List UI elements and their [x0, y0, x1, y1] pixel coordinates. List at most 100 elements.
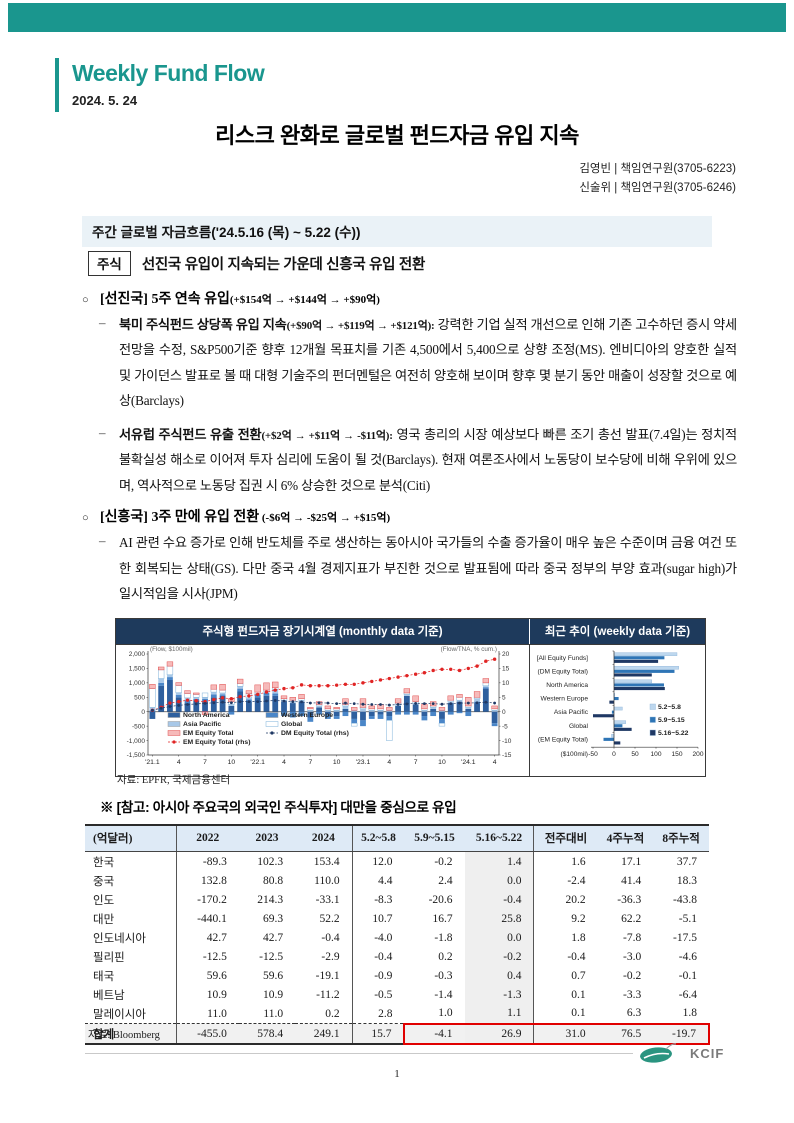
cell-value: 0.4 — [464, 966, 535, 985]
cell-value: 0.7 — [571, 969, 586, 982]
monthly-flow-chart-svg: (Flow, $100mil) (Flow/TNA, % cum.) 2,000 1,… — [127, 646, 512, 766]
cell-value: 59.6 — [206, 969, 227, 982]
cell-value: 11.0 — [207, 1007, 227, 1020]
cell-value: 26.9 — [464, 1022, 535, 1045]
svg-text:200: 200 — [692, 751, 703, 758]
table-source: 자료: Bloomberg — [88, 1030, 160, 1041]
cell-value: 76.5 — [597, 1022, 654, 1045]
cell-value: 0.1 — [571, 988, 586, 1001]
svg-text:Asia Pacific: Asia Pacific — [183, 721, 221, 728]
svg-text:Global: Global — [281, 721, 302, 728]
table-row: 중국 132.8 80.8 110.0 4.4 2.4 0.0 -2.4 41.4 18.3 — [85, 871, 709, 890]
svg-text:-1,000: -1,000 — [127, 738, 146, 745]
cell-value: -8.3 — [374, 893, 393, 906]
table-column-header: 5.9~5.15 — [404, 825, 465, 852]
cell-value: 578.4 — [238, 1023, 296, 1044]
kcif-logo-block: KCIF — [638, 1042, 724, 1064]
cell-value: -12.5 — [202, 950, 227, 963]
table-column-header: 4주누적 — [597, 825, 654, 852]
table-row: 한국 -89.3 102.3 153.4 12.0 -0.2 1.4 1.6 17.1 37.7 — [85, 851, 709, 871]
cell-value: -440.1 — [197, 912, 227, 925]
table-column-header: 8주누적 — [653, 825, 709, 852]
section-header: 주간 글로벌 자금흐름('24.5.16 (목) ~ 5.22 (수)) — [82, 216, 712, 247]
bullet-em-values: (-$6억 → -$25억 → +$15억) — [259, 512, 391, 525]
cell-value: 0.0 — [464, 928, 535, 947]
bullet-dm-values: (+$154억 → +$144억 → +$90억) — [229, 294, 380, 306]
kcif-logo-icon — [640, 1043, 677, 1063]
svg-text:EM Equity Total: EM Equity Total — [183, 730, 234, 737]
cell-value: -3.3 — [623, 988, 642, 1001]
svg-text:Global: Global — [569, 723, 589, 730]
cell-value: 6.3 — [626, 1007, 642, 1020]
cell-value: -17.5 — [673, 931, 697, 944]
para-paren: (+$2억 → +$11억 → -$11억): — [261, 429, 393, 442]
row-label: 말레이시아 — [85, 1004, 177, 1024]
svg-text:EM Equity Total (rhs): EM Equity Total (rhs) — [183, 739, 250, 746]
cell-value: 102.3 — [257, 855, 284, 868]
svg-text:($100mil): ($100mil) — [561, 751, 588, 758]
row-label: 필리핀 — [85, 947, 177, 966]
row-label: 인도네시아 — [85, 928, 177, 947]
cell-value: -19.7 — [653, 1022, 710, 1045]
svg-text:10: 10 — [333, 759, 341, 766]
cell-value: -0.2 — [623, 969, 642, 982]
svg-text:0: 0 — [612, 751, 616, 758]
cell-value: 20.2 — [565, 893, 586, 906]
footer-divider — [85, 1053, 633, 1054]
svg-text:10: 10 — [438, 759, 446, 766]
cell-value: 52.2 — [295, 909, 353, 928]
table-column-header: 5.16~5.22 — [464, 825, 535, 852]
cell-value: 10.9 — [263, 988, 284, 1001]
table-column-header: 전주대비 — [533, 825, 598, 852]
cell-value: -89.3 — [202, 855, 227, 868]
svg-text:Western Europe: Western Europe — [281, 712, 333, 719]
svg-text:4: 4 — [177, 759, 181, 766]
table-column-header: 2024 — [295, 825, 353, 852]
dash-marker: – — [99, 533, 106, 549]
svg-text:7: 7 — [414, 759, 418, 766]
para-lead: 북미 주식펀드 상당폭 유입 지속 — [119, 317, 287, 332]
cell-value: 12.0 — [372, 855, 393, 868]
svg-text:-5: -5 — [502, 723, 508, 730]
svg-text:North America: North America — [183, 712, 230, 719]
table-row: 말레이시아 11.0 11.0 0.2 2.8 1.0 1.1 0.1 6.3 1.8 — [85, 1004, 709, 1024]
svg-text:0: 0 — [502, 709, 506, 716]
authors-block: 김영빈 | 책임연구원(3705-6223) 신술위 | 책임연구원(3705-… — [579, 160, 736, 198]
svg-text:5.16~5.22: 5.16~5.22 — [658, 730, 689, 737]
para-emerging: – AI 관련 수요 증가로 인해 반도체를 주로 생산하는 동아시아 국가들의… — [99, 530, 737, 606]
cell-value: 249.1 — [295, 1023, 353, 1044]
table-row: 인도네시아 42.7 42.7 -0.4 -4.0 -1.8 0.0 1.8 -7.8 -17.5 — [85, 928, 709, 947]
cell-value: 16.7 — [432, 912, 453, 925]
cell-value: 25.8 — [464, 909, 535, 928]
equity-tag-box: 주식 — [88, 251, 131, 276]
svg-text:10: 10 — [228, 759, 236, 766]
cell-value: -12.5 — [259, 950, 284, 963]
row-label: 베트남 — [85, 985, 177, 1004]
cell-value: 2.8 — [378, 1007, 393, 1020]
cell-value: 15.7 — [352, 1023, 405, 1044]
svg-text:-10: -10 — [502, 738, 512, 745]
cell-value: 0.0 — [464, 871, 535, 890]
bullet-dm: ○ [선진국] 5주 연속 유입(+$154억 → +$144억 → +$90억… — [82, 288, 737, 308]
cell-value: -3.0 — [623, 950, 642, 963]
cell-value: 18.3 — [676, 874, 697, 887]
cell-value: -0.2 — [464, 947, 535, 966]
svg-text:'21.1: '21.1 — [145, 759, 160, 766]
table-body: 한국 -89.3 102.3 153.4 12.0 -0.2 1.4 1.6 17.1 37.7 중… — [85, 851, 710, 1045]
cell-value: -1.3 — [464, 985, 535, 1004]
cell-value: -0.2 — [434, 855, 453, 868]
svg-text:4: 4 — [493, 759, 497, 766]
para-text: AI 관련 수요 증가로 인해 반도체를 주로 생산하는 동아시아 국가들의 수… — [119, 530, 737, 606]
cell-value: 2.4 — [438, 874, 453, 887]
bullet-em-label: [신흥국] 3주 만에 유입 전환 — [100, 510, 260, 526]
svg-text:4: 4 — [387, 759, 391, 766]
svg-text:'24.1: '24.1 — [461, 759, 476, 766]
para-body: 영국 총리의 시장 예상보다 빠른 조기 총선 발표(7.4일)는 정치적 불확… — [119, 426, 737, 493]
svg-text:1,500: 1,500 — [129, 666, 146, 673]
dash-marker: – — [99, 424, 106, 440]
row-label: 한국 — [85, 851, 177, 871]
para-western-europe: – 서유럽 주식펀드 유출 전환(+$2억 → +$11억 → -$11억): … — [99, 422, 737, 498]
row-label: 합계 — [85, 1023, 177, 1044]
top-accent-bar — [8, 3, 786, 32]
svg-text:[All Equity Funds]: [All Equity Funds] — [537, 655, 588, 662]
